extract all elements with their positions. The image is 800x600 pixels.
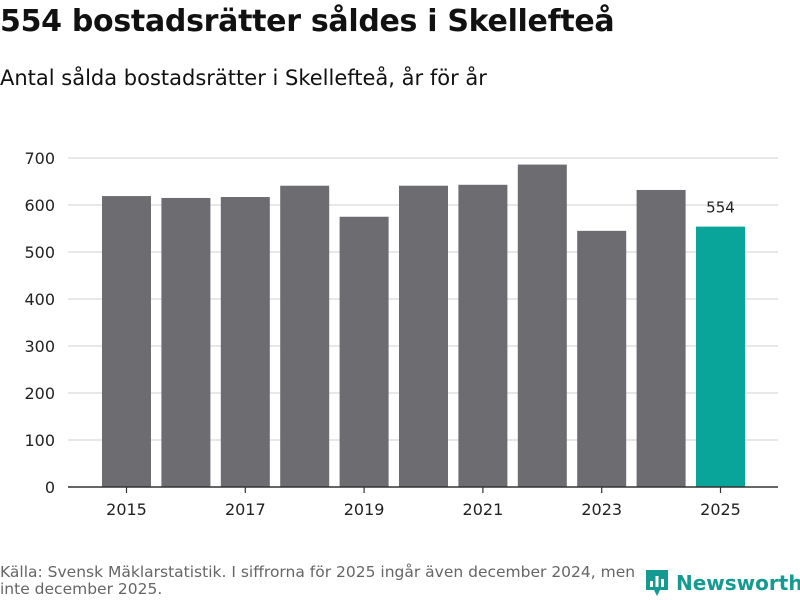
- chart-subtitle: Antal sålda bostadsrätter i Skellefteå, …: [0, 66, 487, 90]
- y-tick-label-0: 0: [45, 478, 55, 497]
- brand-name: Newsworthy: [676, 571, 800, 595]
- source-note: Källa: Svensk Mäklarstatistik. I siffror…: [0, 563, 636, 598]
- x-tick-label-2021: 2021: [463, 500, 504, 519]
- bar-2025: [696, 226, 745, 487]
- y-tick-label-500: 500: [24, 243, 55, 262]
- x-tick-label-2017: 2017: [225, 500, 266, 519]
- y-tick-label-200: 200: [24, 384, 55, 403]
- bar-2022: [517, 164, 567, 487]
- y-tick-label-400: 400: [24, 290, 55, 309]
- bar-2015: [102, 196, 151, 487]
- x-tick-label-2025: 2025: [700, 500, 741, 519]
- x-tick-label-2015: 2015: [106, 500, 147, 519]
- x-tick-label-2019: 2019: [344, 500, 385, 519]
- bar-2018: [280, 185, 330, 488]
- y-tick-label-100: 100: [24, 431, 55, 450]
- bar-2023: [577, 230, 627, 487]
- y-tick-label-700: 700: [24, 149, 55, 168]
- x-tick-label-2023: 2023: [581, 500, 622, 519]
- bar-2017: [220, 197, 270, 487]
- bar-2021: [458, 184, 508, 487]
- newsworthy-logo-icon: [646, 570, 668, 596]
- chart-title: 554 bostadsrätter såldes i Skellefteå: [0, 4, 615, 39]
- y-tick-label-300: 300: [24, 337, 55, 356]
- bar-2019: [339, 216, 389, 487]
- y-tick-label-600: 600: [24, 196, 55, 215]
- bar-2024: [636, 189, 686, 487]
- bar-2020: [399, 185, 448, 488]
- brand-logo: Newsworthy: [644, 568, 800, 598]
- bar-2016: [161, 197, 211, 487]
- data-label-2025: 554: [706, 199, 735, 217]
- bar-chart: 0 100 200 300 400 500 600 700 554 2015 2017 2019 202…: [24, 149, 778, 519]
